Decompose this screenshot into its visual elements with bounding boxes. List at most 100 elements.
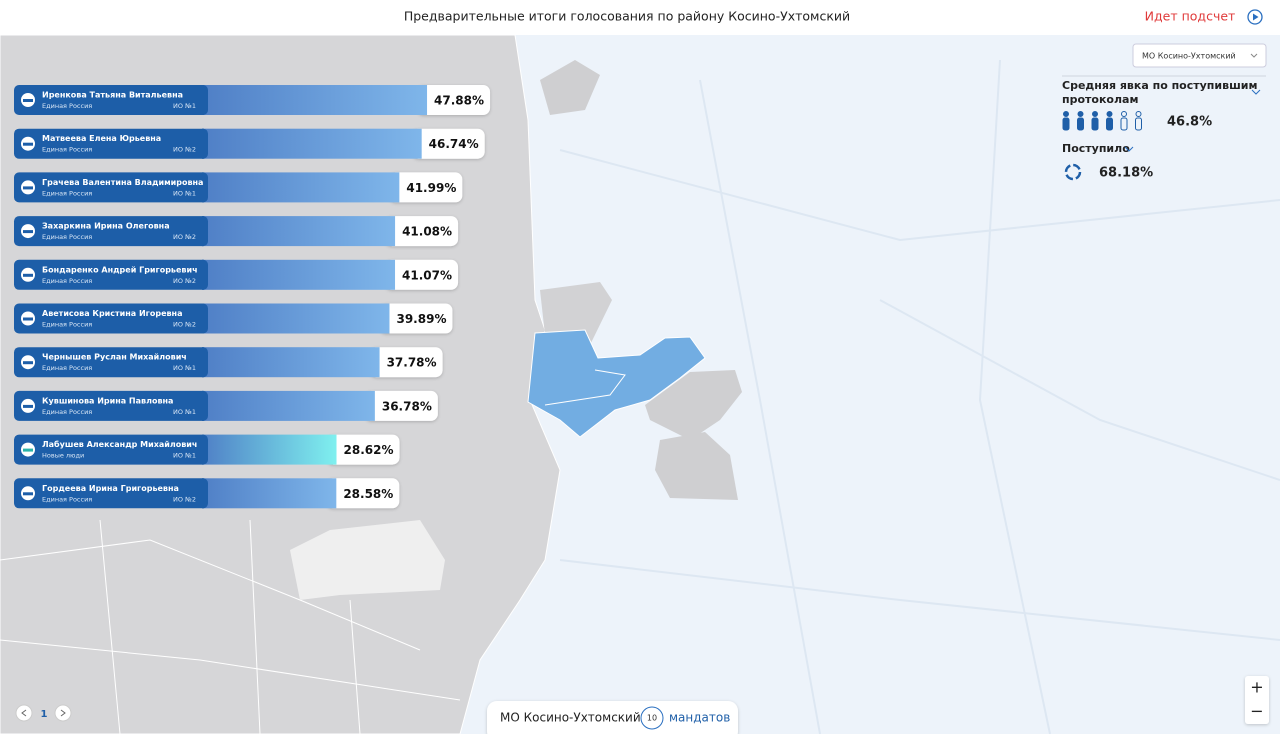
page-number[interactable]: 1 <box>41 709 48 720</box>
dropdown-text: МО Косино-Ухтомский <box>1142 52 1236 61</box>
value-label: 37.78% <box>387 356 437 370</box>
prev-page[interactable] <box>15 704 33 722</box>
bar <box>202 259 396 290</box>
candidate-box-edge <box>202 347 204 378</box>
person-body <box>1106 117 1113 131</box>
received-label: Поступило <box>1062 142 1130 155</box>
candidate-box[interactable] <box>14 128 208 159</box>
zoom-control <box>1245 676 1269 724</box>
footer-pill <box>487 701 738 738</box>
header-title: Предварительные итоги голосования по рай… <box>404 9 850 24</box>
expand-arrow[interactable] <box>1251 89 1261 95</box>
candidate-district: ИО №1 <box>173 102 196 110</box>
value-label: 41.99% <box>406 181 456 195</box>
candidate-name: Лабушев Александр Михайлович <box>42 439 197 449</box>
candidate-party: Единая Россия <box>42 408 92 416</box>
candidate-box-edge <box>202 478 204 509</box>
person-body <box>1091 117 1099 131</box>
person-body <box>1120 117 1128 131</box>
candidate-party: Единая Россия <box>42 277 92 285</box>
candidate-district: ИО №1 <box>173 189 196 197</box>
person-head <box>1077 111 1084 117</box>
candidate-box[interactable] <box>14 434 208 465</box>
zoom-out[interactable]: − <box>1250 702 1263 721</box>
person-body <box>1135 117 1142 131</box>
value-label: 46.74% <box>429 137 479 151</box>
value-pill <box>385 216 459 247</box>
next-icon <box>60 709 66 717</box>
mandates-circle <box>640 706 664 730</box>
candidate-party: Единая Россия <box>42 189 92 197</box>
next-page[interactable] <box>54 704 72 722</box>
candidate-box[interactable] <box>14 259 208 290</box>
zoom-in[interactable]: + <box>1250 678 1263 697</box>
map-roads <box>559 59 1280 735</box>
candidate-box-edge <box>202 434 204 465</box>
candidate-box-edge <box>202 85 204 115</box>
prev-icon <box>21 709 27 717</box>
value-label: 41.07% <box>402 268 452 282</box>
person-body <box>1062 117 1070 131</box>
candidate-box[interactable] <box>14 85 208 115</box>
bar <box>202 478 337 509</box>
candidate-box-edge <box>202 172 204 203</box>
header-bar <box>0 0 1280 35</box>
turnout-label: Средняя явка по поступившим <box>1062 79 1257 92</box>
person-head <box>1063 111 1069 117</box>
map-area <box>540 282 612 345</box>
value-pill <box>379 303 453 334</box>
turnout-icons <box>1062 111 1142 131</box>
candidate-party: Единая Россия <box>42 321 92 329</box>
value-pill <box>411 128 485 159</box>
map-borders <box>0 519 461 735</box>
bar <box>202 85 428 115</box>
candidate-name: Матвеева Елена Юрьевна <box>42 134 161 143</box>
value-label: 36.78% <box>382 399 432 413</box>
candidate-box[interactable] <box>14 303 208 334</box>
bar <box>202 216 396 247</box>
bar <box>202 172 400 203</box>
district-dropdown[interactable] <box>1132 43 1267 68</box>
candidate-party: Единая Россия <box>42 146 92 154</box>
selected-district[interactable] <box>527 329 706 438</box>
candidate-district: ИО №2 <box>173 146 196 154</box>
candidate-party: Единая Россия <box>42 495 92 503</box>
value-pill <box>417 85 491 115</box>
candidate-box[interactable] <box>14 172 208 203</box>
candidate-district: ИО №2 <box>173 277 196 285</box>
received-icon <box>1064 163 1082 181</box>
map-area <box>290 520 445 600</box>
candidate-box[interactable] <box>14 390 208 421</box>
candidate-box-edge <box>202 259 204 290</box>
candidate-district: ИО №2 <box>173 233 196 241</box>
candidate-district: ИО №1 <box>173 452 196 460</box>
candidate-party: Единая Россия <box>42 233 92 241</box>
candidate-box-edge <box>202 303 204 334</box>
candidate-district: ИО №2 <box>173 495 196 503</box>
value-pill <box>369 347 443 378</box>
value-pill <box>326 478 400 509</box>
value-label: 28.58% <box>343 487 393 501</box>
candidate-box[interactable] <box>14 478 208 509</box>
map-area <box>645 370 742 440</box>
candidate-box[interactable] <box>14 216 208 247</box>
candidate-box[interactable] <box>14 347 208 378</box>
candidate-name: Грачева Валентина Владимировна <box>42 178 203 187</box>
party-logo-mark <box>23 230 33 234</box>
candidate-box-edge <box>202 128 204 159</box>
party-logo-mark <box>23 142 33 146</box>
expand-arrow[interactable] <box>1124 146 1134 152</box>
person-head <box>1121 111 1127 117</box>
candidate-name: Иренкова Татьяна Витальевна <box>42 91 183 100</box>
candidate-district: ИО №1 <box>173 364 196 372</box>
value-label: 28.62% <box>344 443 394 457</box>
candidate-list: Иренкова Татьяна Витальевна Единая Россия… <box>14 85 491 509</box>
party-logo-mark <box>23 448 33 452</box>
bar <box>202 347 380 378</box>
footer-district: МО Косино-Ухтомский <box>500 711 641 725</box>
play-button[interactable] <box>1247 9 1263 25</box>
dropdown-arrow <box>1250 53 1258 58</box>
map-area <box>655 432 738 500</box>
mandates-count: 10 <box>647 714 657 723</box>
